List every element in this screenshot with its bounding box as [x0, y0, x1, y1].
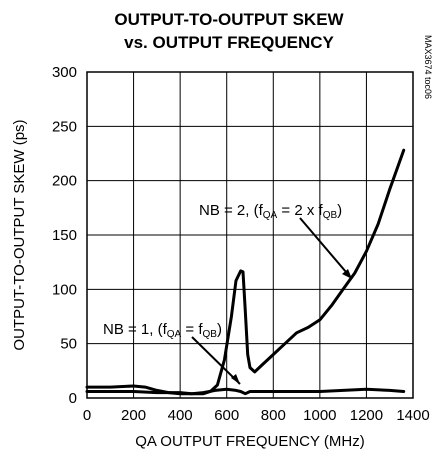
series-2-annotation-sub-1: QA	[263, 210, 278, 221]
figure-code: MAX3674 toc06	[423, 35, 433, 99]
series-2-annotation-sub-2: QB	[323, 210, 338, 221]
chart-title-line-2: vs. OUTPUT FREQUENCY	[124, 33, 334, 52]
series-line-1	[85, 384, 406, 396]
series-1-annotation-part-3: )	[217, 321, 222, 338]
x-tick-label: 200	[121, 407, 146, 424]
series-1-annotation-sub-2: QB	[203, 329, 218, 340]
y-tick-label: 150	[52, 227, 77, 244]
x-tick-label: 1400	[396, 407, 429, 424]
series-1-leader-arrowhead	[231, 374, 240, 384]
series-1-leader-line	[191, 336, 241, 385]
x-axis-label: QA OUTPUT FREQUENCY (MHz)	[135, 433, 364, 450]
x-tick-label: 600	[214, 407, 239, 424]
series-2-annotation-part-2: = 2 x f	[277, 202, 323, 219]
series-2-leader-arrowhead	[342, 269, 352, 279]
x-axis-ticks: 0 200 400 600 800 1000 1200 1400	[83, 407, 430, 424]
y-axis-label: OUTPUT-TO-OUTPUT SKEW (ps)	[11, 119, 28, 350]
x-tick-label: 1200	[350, 407, 383, 424]
series-2-leader-line	[299, 217, 353, 280]
y-tick-label: 0	[69, 390, 77, 407]
grid	[87, 72, 413, 398]
series-2-annotation-part-3: )	[337, 202, 342, 219]
series-2-annotation: NB = 2, (fQA = 2 x fQB)	[199, 202, 342, 221]
y-tick-label: 50	[60, 336, 77, 353]
x-tick-label: 400	[168, 407, 193, 424]
plot-frame	[86, 71, 414, 399]
series-1-annotation: NB = 1, (fQA = fQB)	[103, 321, 222, 340]
y-tick-label: 300	[52, 64, 77, 81]
x-tick-label: 800	[261, 407, 286, 424]
series-line-2	[85, 148, 406, 396]
series-1-annotation-part-2: = f	[181, 321, 203, 338]
series-lines	[85, 148, 406, 396]
series-2-annotation-part-1: NB = 2, (f	[199, 202, 264, 219]
x-tick-label: 1000	[303, 407, 336, 424]
y-axis-ticks: 0 50 100 150 200 250 300	[52, 64, 77, 407]
chart-title-line-1: OUTPUT-TO-OUTPUT SKEW	[114, 10, 344, 29]
y-tick-label: 250	[52, 118, 77, 135]
y-tick-label: 200	[52, 173, 77, 190]
x-tick-label: 0	[83, 407, 91, 424]
y-tick-label: 100	[52, 281, 77, 298]
series-1-annotation-part-1: NB = 1, (f	[103, 321, 168, 338]
series-1-annotation-sub-1: QA	[167, 329, 182, 340]
